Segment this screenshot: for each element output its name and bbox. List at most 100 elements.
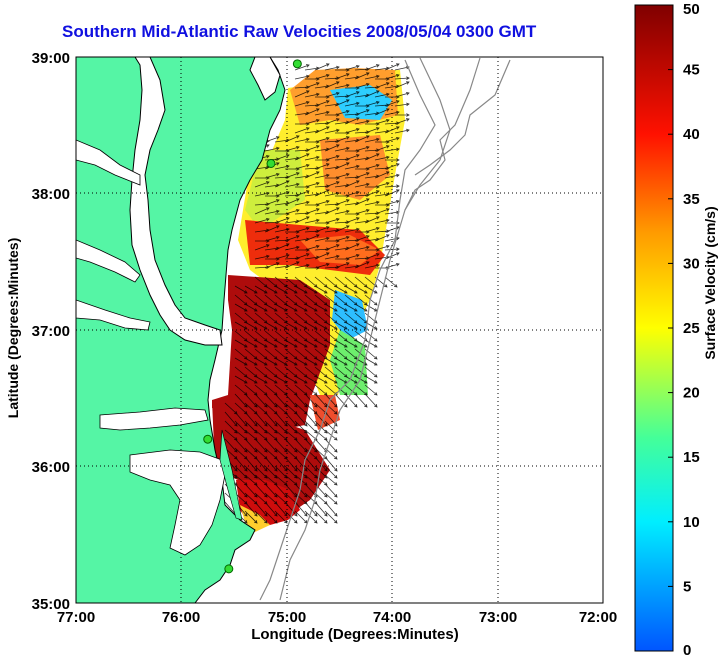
velocity-arrow [334, 303, 348, 312]
velocity-arrow [374, 171, 390, 179]
velocity-arrow [314, 63, 330, 71]
velocity-arrow [314, 375, 328, 384]
station-marker [203, 434, 213, 444]
velocity-arrow [334, 393, 348, 408]
velocity-arrow [294, 64, 310, 71]
velocity-arrow [364, 216, 380, 224]
velocity-arrow [354, 119, 370, 125]
velocity-arrow [304, 181, 320, 188]
velocity-arrow [234, 357, 248, 366]
velocity-arrow [284, 261, 300, 269]
velocity-arrow [274, 501, 288, 517]
velocity-arrow [354, 172, 370, 179]
colorbar-tick-label: 25 [683, 320, 700, 337]
velocity-arrow [394, 91, 410, 98]
velocity-arrow [334, 146, 350, 152]
velocity-arrow [264, 339, 278, 348]
velocity-arrow [234, 393, 248, 408]
colorbar-tick-label: 40 [683, 126, 700, 143]
velocity-arrow [324, 81, 340, 89]
velocity-arrow [264, 199, 280, 206]
velocity-arrow [334, 285, 348, 294]
velocity-arrow [344, 227, 360, 233]
velocity-arrow [244, 456, 258, 472]
velocity-arrow [394, 65, 410, 71]
velocity-arrow [364, 294, 378, 306]
velocity-arrow [364, 90, 380, 98]
y-axis-ticks: 39:00 38:00 37:00 36:00 35:00 [32, 50, 70, 613]
velocity-arrow [274, 190, 290, 197]
y-tick: 38:00 [32, 186, 70, 203]
velocity-arrow [284, 182, 300, 188]
velocity-arrow [254, 393, 268, 408]
velocity-arrow [354, 321, 368, 330]
velocity-arrow [314, 136, 330, 143]
velocity-arrow [264, 438, 278, 453]
velocity-arrow [304, 155, 320, 161]
velocity-arrow [324, 217, 340, 224]
velocity-arrow [334, 109, 350, 116]
velocity-arrow [294, 263, 310, 269]
velocity-arrow [334, 83, 350, 89]
velocity-arrow [324, 91, 340, 98]
velocity-arrow [284, 411, 298, 427]
velocity-arrow [244, 303, 258, 312]
velocity-arrow [374, 118, 390, 125]
velocity-arrow [324, 254, 340, 260]
velocity-arrow [264, 285, 278, 294]
velocity-arrow [254, 321, 268, 330]
velocity-arrow [244, 375, 258, 384]
velocity-arrow [314, 226, 330, 233]
velocity-arrow [384, 163, 400, 170]
velocity-arrow [264, 303, 278, 312]
velocity-arrows [224, 63, 410, 524]
velocity-arrow [324, 393, 338, 408]
velocity-arrow [314, 110, 330, 116]
velocity-arrow [324, 456, 338, 472]
velocity-arrow [324, 65, 340, 71]
velocity-arrow [324, 128, 340, 134]
x-tick: 76:00 [162, 609, 200, 626]
velocity-arrow [304, 208, 320, 215]
velocity-arrow [244, 357, 258, 366]
velocity-arrow [294, 438, 308, 453]
velocity-arrow [264, 357, 278, 366]
velocity-arrow [254, 207, 270, 215]
velocity-arrow [324, 402, 338, 415]
velocity-arrow [324, 244, 340, 251]
velocity-arrow [374, 234, 390, 242]
velocity-arrow [344, 321, 358, 330]
colorbar-tick-label: 0 [683, 642, 691, 659]
velocity-arrow [294, 90, 310, 98]
velocity-arrow [344, 339, 358, 348]
velocity-arrow [284, 285, 298, 294]
velocity-arrow [244, 510, 258, 524]
velocity-arrow [324, 492, 338, 505]
velocity-arrow [314, 393, 328, 408]
velocity-arrow [294, 127, 310, 134]
velocity-arrow [264, 209, 280, 215]
velocity-arrow [234, 456, 248, 472]
grid-lines [76, 57, 603, 603]
velocity-arrow [364, 163, 380, 170]
velocity-arrow [364, 64, 380, 71]
velocity-arrow [324, 429, 338, 441]
velocity-arrow [234, 411, 248, 427]
velocity-arrow [354, 135, 370, 143]
velocity-arrow [274, 375, 288, 384]
velocity-arrow [264, 393, 278, 408]
velocity-arrow [344, 91, 360, 98]
velocity-arrow [294, 226, 310, 233]
velocity-arrow [304, 92, 320, 98]
velocity-arrow [274, 303, 288, 312]
velocity-arrow [254, 217, 270, 224]
velocity-arrow [324, 420, 338, 434]
velocity-arrow [334, 339, 348, 348]
velocity-arrow [264, 146, 280, 152]
velocity-arrow [344, 375, 358, 384]
velocity-arrow [294, 483, 308, 498]
velocity-arrow [344, 243, 360, 251]
velocity-arrow [284, 393, 298, 408]
map-title: Southern Mid-Atlantic Raw Velocities 200… [62, 22, 537, 41]
